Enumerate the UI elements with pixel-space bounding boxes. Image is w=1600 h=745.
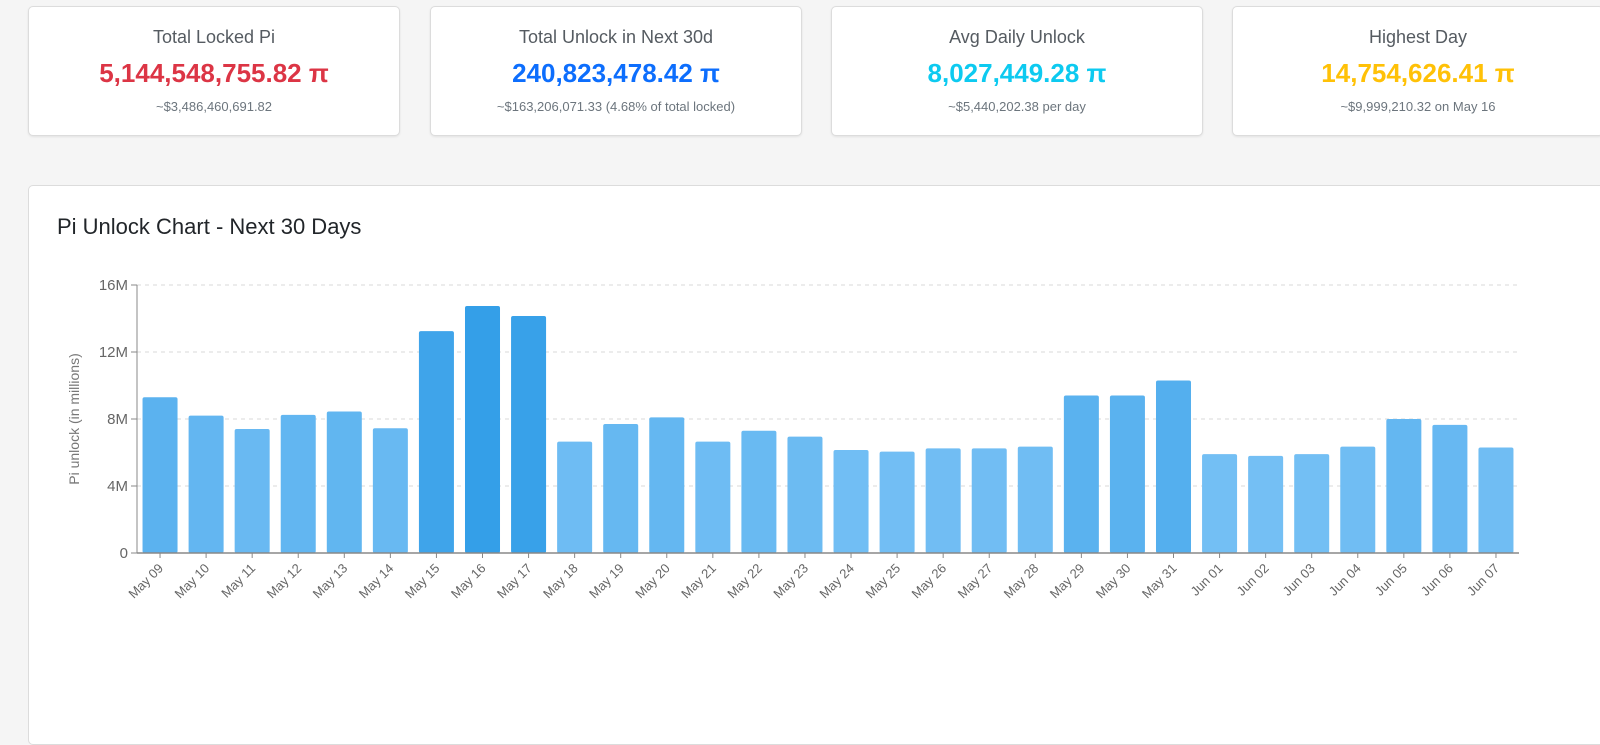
x-tick-label: Jun 01 [1187, 561, 1225, 599]
total-unlock-30d-card: Total Unlock in Next 30d 240,823,478.42 … [430, 6, 802, 136]
bar [280, 414, 316, 553]
bar [1109, 395, 1145, 553]
card-value: 240,823,478.42 π [512, 58, 720, 88]
bar [1063, 395, 1099, 553]
chart-title: Pi Unlock Chart - Next 30 Days [57, 214, 362, 239]
x-tick-label: May 16 [448, 561, 489, 602]
x-tick-label: May 13 [310, 561, 351, 602]
bar [879, 451, 915, 553]
x-tick-label: Jun 04 [1326, 561, 1364, 599]
bar [142, 397, 178, 553]
bar [1202, 454, 1238, 553]
x-tick-label: May 21 [678, 561, 719, 602]
x-tick-label: May 17 [494, 561, 535, 602]
y-tick-label: 4M [107, 478, 128, 495]
total-locked-card: Total Locked Pi 5,144,548,755.82 π ~$3,4… [28, 6, 400, 136]
x-tick-label: May 28 [1001, 561, 1042, 602]
bar [326, 411, 362, 553]
card-title: Total Locked Pi [152, 27, 276, 47]
bar [833, 449, 869, 553]
bar [188, 415, 224, 553]
bar [418, 331, 454, 553]
y-axis-title: Pi unlock (in millions) [66, 353, 82, 484]
x-tick-label: May 11 [218, 561, 258, 601]
card-value: 8,027,449.28 π [927, 58, 1107, 88]
bar [971, 448, 1007, 553]
bar [603, 424, 639, 553]
bar [1294, 454, 1330, 553]
x-tick-label: May 23 [770, 561, 811, 602]
y-tick-label: 12M [99, 344, 128, 361]
y-tick-label: 16M [99, 277, 128, 294]
x-tick-label: Jun 05 [1372, 561, 1410, 599]
stats-row: Total Locked Pi 5,144,548,755.82 π ~$3,4… [28, 6, 1600, 138]
highest-day-card: Highest Day 14,754,626.41 π ~$9,999,210.… [1232, 6, 1600, 136]
x-tick-label: Jun 03 [1280, 561, 1318, 599]
avg-daily-unlock-card: Avg Daily Unlock 8,027,449.28 π ~$5,440,… [831, 6, 1203, 136]
card-subtext: ~$9,999,210.32 on May 16 [1340, 99, 1496, 114]
chart-card: Pi Unlock Chart - Next 30 Days 0 4M 8M 12M 1… [28, 185, 1600, 745]
bar [511, 315, 547, 553]
bar [372, 428, 408, 553]
bar [1017, 446, 1053, 553]
y-tick-label: 0 [120, 545, 128, 562]
bar [1340, 446, 1376, 553]
x-tick-label: May 29 [1047, 561, 1088, 602]
bar [1478, 447, 1514, 553]
bar [925, 448, 961, 553]
x-tick-label: May 18 [540, 561, 581, 602]
x-tick-label: May 22 [724, 561, 765, 602]
card-subtext: ~$163,206,071.33 (4.68% of total locked) [496, 99, 736, 114]
x-tick-label: May 27 [955, 561, 996, 602]
bar [787, 436, 823, 553]
bar [464, 305, 501, 553]
bar [1155, 380, 1192, 553]
x-tick-label: May 26 [909, 561, 950, 602]
x-tick-label: Jun 06 [1418, 561, 1456, 599]
x-tick-label: May 19 [586, 561, 627, 602]
x-tick-label: May 10 [171, 561, 212, 602]
card-title: Total Unlock in Next 30d [518, 27, 714, 47]
card-value: 14,754,626.41 π [1321, 58, 1515, 88]
x-tick-label: Jun 02 [1234, 561, 1272, 599]
card-subtext: ~$5,440,202.38 per day [948, 99, 1086, 114]
y-tick-label: 8M [107, 411, 128, 428]
bar [1248, 455, 1284, 553]
x-tick-label: May 20 [632, 561, 673, 602]
x-tick-label: May 25 [862, 561, 903, 602]
bar [741, 430, 777, 553]
x-tick-label: May 09 [125, 561, 166, 602]
x-tick-label: May 12 [264, 561, 305, 602]
card-value: 5,144,548,755.82 π [99, 58, 329, 88]
card-subtext: ~$3,486,460,691.82 [155, 99, 273, 114]
x-tick-label: May 14 [356, 561, 397, 602]
x-tick-label: May 24 [816, 561, 857, 602]
bar [557, 441, 593, 553]
x-tick-label: Jun 07 [1464, 561, 1502, 599]
bar [649, 417, 685, 553]
x-tick-label: May 15 [402, 561, 443, 602]
bar [1432, 424, 1468, 553]
bar [695, 441, 731, 553]
bar [234, 429, 270, 553]
card-title: Avg Daily Unlock [949, 27, 1085, 47]
bar [1386, 419, 1422, 553]
x-tick-label: May 31 [1139, 561, 1180, 602]
card-title: Highest Day [1368, 27, 1468, 47]
x-tick-label: May 30 [1093, 561, 1134, 602]
